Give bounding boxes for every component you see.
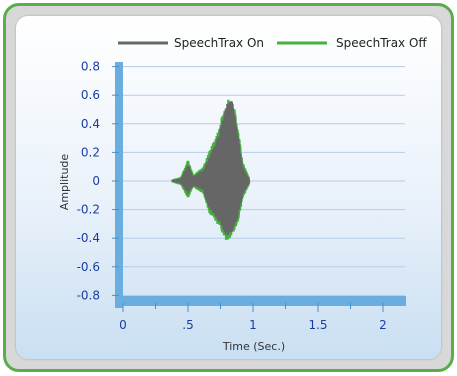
y-tick-label-8: -0.8 xyxy=(77,288,100,302)
y-tick-label-6: -0.4 xyxy=(77,231,100,245)
x-tick-label-4: 2 xyxy=(379,318,387,332)
waveforms xyxy=(171,99,251,240)
axes xyxy=(115,62,406,308)
grid-lines xyxy=(116,66,405,296)
y-tick-label-4: 0 xyxy=(92,174,100,188)
y-tick-label-7: -0.6 xyxy=(77,260,100,274)
legend-label-speechtrax-on[interactable]: SpeechTrax On xyxy=(174,36,264,50)
y-axis-title: Amplitude xyxy=(58,154,71,211)
y-tick-label-3: 0.2 xyxy=(81,145,100,159)
waveform-speechtrax-on xyxy=(171,101,250,236)
x-axis-bar xyxy=(115,296,406,306)
x-tick-label-0: 0 xyxy=(119,318,127,332)
x-axis-title: Time (Sec.) xyxy=(222,340,285,353)
y-tick-label-0: 0.8 xyxy=(81,60,100,74)
y-axis-bar xyxy=(115,62,123,308)
y-tick-label-5: -0.2 xyxy=(77,203,100,217)
x-tick-label-2: 1 xyxy=(249,318,257,332)
x-tick-label-1: .5 xyxy=(182,318,193,332)
legend-label-speechtrax-off[interactable]: SpeechTrax Off xyxy=(336,36,427,50)
legend[interactable]: SpeechTrax On SpeechTrax Off xyxy=(118,36,427,50)
tick-labels: 0.8 0.6 0.4 0.2 0 -0.2 -0.4 -0.6 -0.8 0 .5 1 1.5 2 xyxy=(77,60,387,332)
x-tick-label-3: 1.5 xyxy=(308,318,327,332)
y-tick-label-1: 0.6 xyxy=(81,88,100,102)
y-tick-label-2: 0.4 xyxy=(81,117,100,131)
